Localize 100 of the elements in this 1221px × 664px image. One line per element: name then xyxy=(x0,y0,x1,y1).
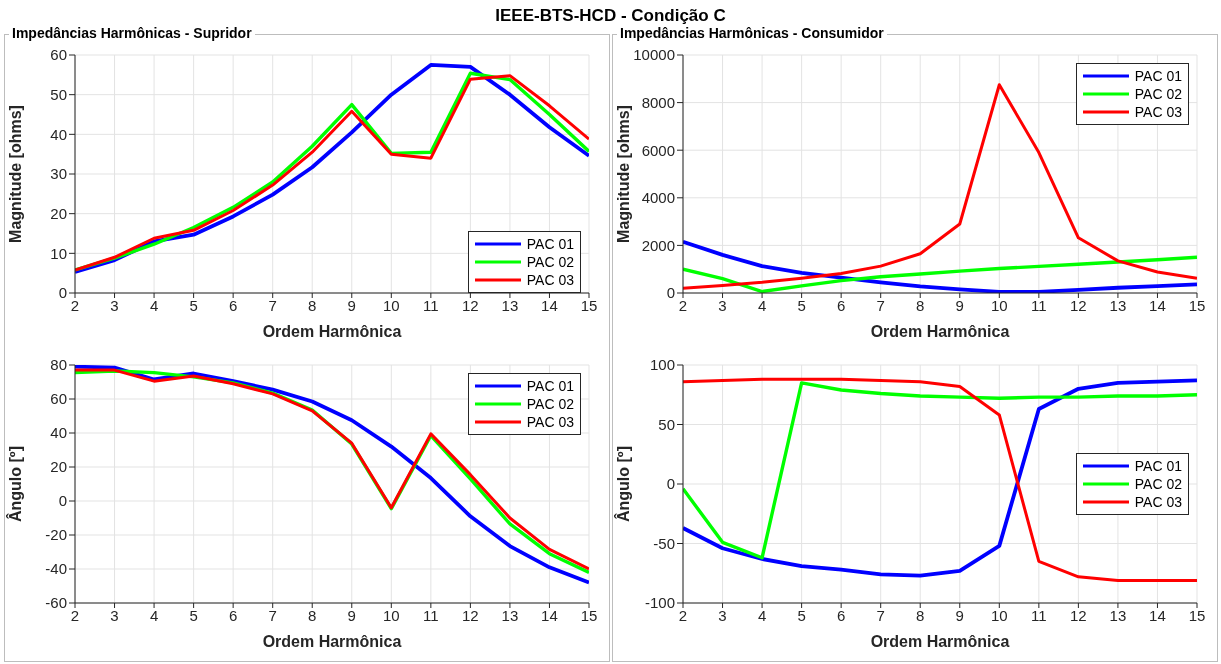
x-axis-title: Ordem Harmônica xyxy=(870,633,1010,650)
y-tick-label: -20 xyxy=(45,526,67,544)
y-tick-label: 20 xyxy=(50,458,67,476)
x-tick-label: 7 xyxy=(268,606,277,624)
y-axis-title: Ângulo [º] xyxy=(5,445,24,523)
y-tick-label: 100 xyxy=(649,356,675,374)
x-tick-label: 5 xyxy=(189,296,198,314)
y-tick-label: 40 xyxy=(50,424,67,442)
x-tick-label: 2 xyxy=(678,606,688,624)
x-tick-label: 7 xyxy=(268,296,277,314)
x-tick-label: 10 xyxy=(382,296,400,314)
legend-label: PAC 03 xyxy=(1134,494,1182,510)
x-tick-label: 8 xyxy=(308,296,317,314)
x-tick-label: 13 xyxy=(501,296,519,314)
x-tick-label: 7 xyxy=(876,606,885,624)
legend-label: PAC 02 xyxy=(526,396,574,412)
y-tick-label: 10 xyxy=(50,244,67,262)
x-axis-title: Ordem Harmônica xyxy=(870,323,1010,340)
x-tick-label: 6 xyxy=(836,296,846,314)
x-tick-label: 8 xyxy=(308,606,317,624)
y-tick-label: -50 xyxy=(653,534,675,552)
y-tick-label: 0 xyxy=(58,284,67,302)
y-tick-label: 0 xyxy=(666,475,675,493)
y-tick-label: -60 xyxy=(45,594,67,612)
x-tick-label: 9 xyxy=(955,606,964,624)
y-tick-label: 0 xyxy=(666,284,675,302)
chart-title: IEEE-BTS-HCD - Condição C xyxy=(494,6,727,26)
y-tick-label: 30 xyxy=(50,165,67,183)
x-tick-label: 14 xyxy=(1149,296,1166,314)
legend-label: PAC 02 xyxy=(526,254,574,270)
x-tick-label: 11 xyxy=(1031,606,1047,624)
y-tick-label: 2000 xyxy=(641,236,675,254)
chart-subtitle: Impedâncias Harmônicas - Supridor xyxy=(9,25,255,41)
x-tick-label: 12 xyxy=(1070,296,1087,314)
x-tick-label: 12 xyxy=(1070,606,1087,624)
x-tick-label: 3 xyxy=(110,296,119,314)
y-tick-label: 4000 xyxy=(641,189,675,207)
x-tick-label: 2 xyxy=(70,296,80,314)
y-axis-title: Magnitude [ohms] xyxy=(6,105,24,243)
y-axis-title: Magnitude [ohms] xyxy=(614,105,632,243)
legend-label: PAC 01 xyxy=(526,236,574,252)
x-tick-label: 8 xyxy=(916,296,925,314)
x-tick-label: 15 xyxy=(1188,606,1206,624)
x-tick-label: 14 xyxy=(541,296,558,314)
x-tick-label: 6 xyxy=(228,606,238,624)
x-tick-label: 9 xyxy=(955,296,964,314)
x-tick-label: 11 xyxy=(1031,296,1047,314)
x-tick-label: 11 xyxy=(423,606,439,624)
x-tick-label: 5 xyxy=(797,296,806,314)
x-tick-label: 4 xyxy=(149,606,159,624)
x-tick-label: 6 xyxy=(228,296,238,314)
y-axis-title: Ângulo [º] xyxy=(613,445,632,523)
legend-label: PAC 01 xyxy=(1134,68,1182,84)
y-tick-label: 50 xyxy=(658,415,675,433)
x-tick-label: 15 xyxy=(580,296,598,314)
legend-label: PAC 03 xyxy=(526,272,574,288)
y-tick-label: 6000 xyxy=(641,141,675,159)
y-tick-label: 40 xyxy=(50,125,67,143)
y-tick-label: 50 xyxy=(50,85,67,103)
legend-label: PAC 01 xyxy=(526,378,574,394)
x-tick-label: 5 xyxy=(189,606,198,624)
x-tick-label: 4 xyxy=(149,296,159,314)
x-tick-label: 4 xyxy=(757,296,767,314)
x-tick-label: 10 xyxy=(990,606,1008,624)
x-tick-label: 13 xyxy=(501,606,519,624)
x-tick-label: 9 xyxy=(347,296,356,314)
legend-label: PAC 01 xyxy=(1134,458,1182,474)
x-tick-label: 7 xyxy=(876,296,885,314)
x-tick-label: 12 xyxy=(462,296,479,314)
legend-label: PAC 03 xyxy=(526,414,574,430)
x-tick-label: 3 xyxy=(718,606,727,624)
x-tick-label: 10 xyxy=(990,296,1008,314)
x-tick-label: 15 xyxy=(580,606,598,624)
x-tick-label: 8 xyxy=(916,606,925,624)
legend-label: PAC 02 xyxy=(1134,476,1182,492)
x-tick-label: 2 xyxy=(678,296,688,314)
y-tick-label: 60 xyxy=(50,390,67,408)
x-tick-label: 15 xyxy=(1188,296,1206,314)
x-tick-label: 6 xyxy=(836,606,846,624)
y-tick-label: 20 xyxy=(50,204,67,222)
legend-label: PAC 03 xyxy=(1134,104,1182,120)
y-tick-label: 80 xyxy=(50,356,67,374)
y-tick-label: 8000 xyxy=(641,93,675,111)
y-tick-label: -100 xyxy=(644,594,675,612)
y-tick-label: -40 xyxy=(45,560,67,578)
x-tick-label: 3 xyxy=(718,296,727,314)
y-tick-label: 0 xyxy=(58,492,67,510)
x-tick-label: 14 xyxy=(541,606,558,624)
chart-subtitle: Impedâncias Harmônicas - Consumidor xyxy=(617,25,887,41)
x-axis-title: Ordem Harmônica xyxy=(262,323,402,340)
y-tick-label: 10000 xyxy=(633,46,675,64)
x-tick-label: 4 xyxy=(757,606,767,624)
x-tick-label: 13 xyxy=(1109,606,1127,624)
y-tick-label: 60 xyxy=(50,46,67,64)
x-axis-title: Ordem Harmônica xyxy=(262,633,402,650)
x-tick-label: 10 xyxy=(382,606,400,624)
legend-label: PAC 02 xyxy=(1134,86,1182,102)
x-tick-label: 3 xyxy=(110,606,119,624)
x-tick-label: 13 xyxy=(1109,296,1127,314)
x-tick-label: 5 xyxy=(797,606,806,624)
